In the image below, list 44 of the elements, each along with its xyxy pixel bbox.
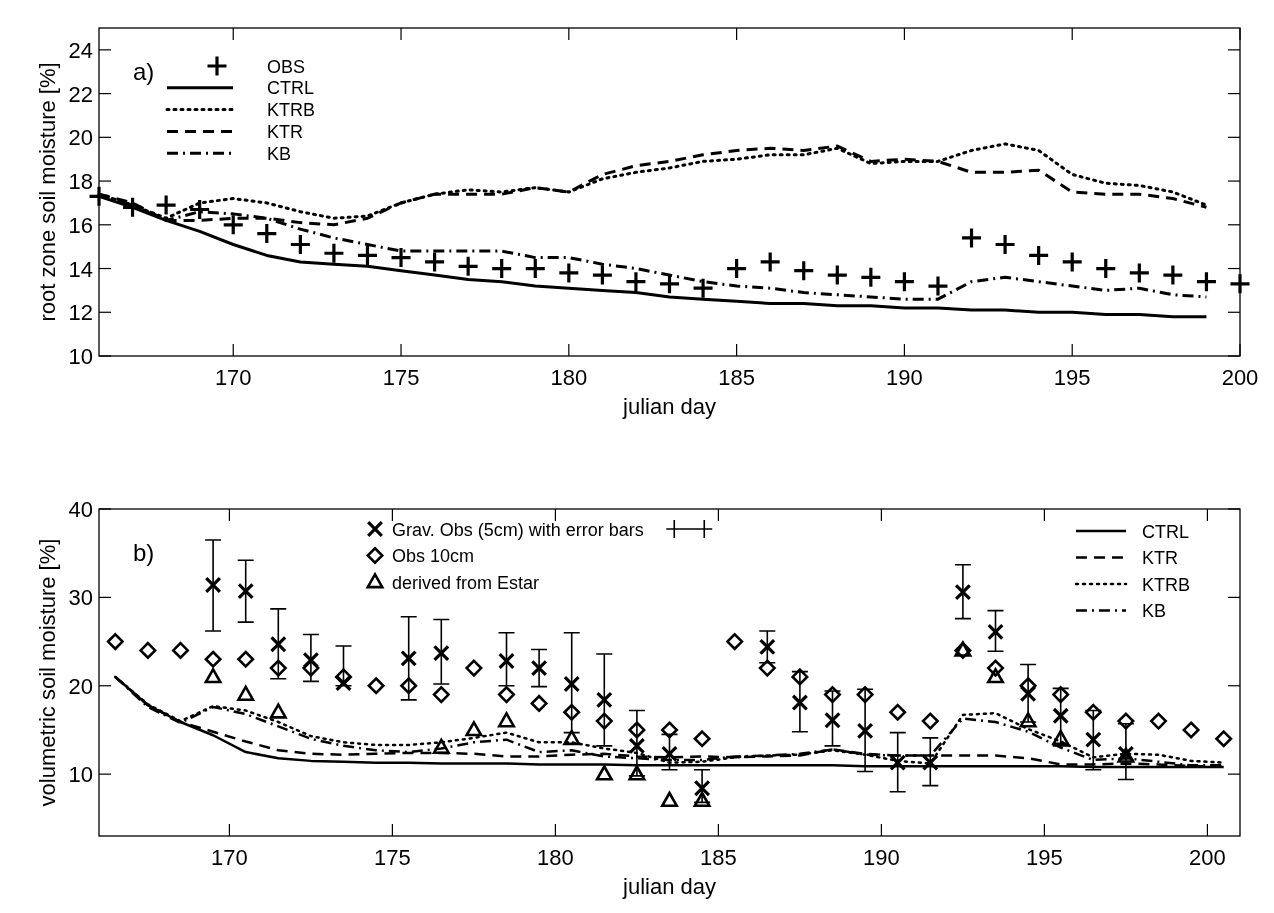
y-tick-label: 22 <box>68 81 93 107</box>
x-tick-label: 175 <box>382 365 420 390</box>
legend-label: KB <box>267 143 292 164</box>
x-tick-label: 190 <box>886 365 923 390</box>
y-tick-label: 18 <box>68 169 93 195</box>
y-tick-label: 10 <box>68 344 93 369</box>
legend-label: OBS <box>267 56 306 77</box>
x-tick-label: 170 <box>214 365 252 390</box>
x-tick-label: 195 <box>1026 845 1063 870</box>
y-tick-label: 16 <box>68 212 93 238</box>
y-axis-title: root zone soil moisture [%] <box>35 62 60 322</box>
y-tick-label: 30 <box>68 585 93 611</box>
legend-label: KTR <box>267 121 303 142</box>
x-axis-title: julian day <box>622 394 716 419</box>
legend-label: KTRB <box>1142 574 1191 595</box>
x-tick-label: 175 <box>374 845 411 870</box>
legend-label: KTR <box>1142 548 1178 568</box>
legend-label: CTRL <box>1142 521 1190 542</box>
x-tick-label: 185 <box>700 845 737 870</box>
y-tick-label: 14 <box>68 256 93 282</box>
x-tick-label: 180 <box>550 365 588 390</box>
x-tick-label: 170 <box>211 845 248 870</box>
x-tick-label: 190 <box>863 845 900 870</box>
y-axis-title: volumetric soil moisture [%] <box>35 538 60 807</box>
legend-label: derived from Estar <box>392 572 540 593</box>
x-tick-label: 180 <box>537 845 574 870</box>
x-tick-label: 200 <box>1189 845 1226 870</box>
legend-label: KTRB <box>267 100 316 121</box>
y-tick-label: 24 <box>68 37 93 63</box>
legend-label: Obs 10cm <box>392 546 475 566</box>
annotation: a) <box>133 58 155 85</box>
x-tick-label: 200 <box>1221 365 1259 390</box>
x-tick-label: 195 <box>1053 365 1091 390</box>
x-axis-title: julian day <box>622 874 716 899</box>
y-tick-label: 40 <box>68 497 93 522</box>
y-tick-label: 12 <box>68 300 93 326</box>
legend-label: KB <box>1142 601 1167 621</box>
legend-label: Grav. Obs (5cm) with error bars <box>392 519 644 540</box>
y-tick-label: 10 <box>68 762 93 788</box>
y-tick-label: 20 <box>68 125 93 151</box>
x-tick-label: 185 <box>718 365 755 390</box>
legend-label: CTRL <box>267 78 315 99</box>
y-tick-label: 20 <box>68 673 93 699</box>
annotation: b) <box>133 539 155 566</box>
